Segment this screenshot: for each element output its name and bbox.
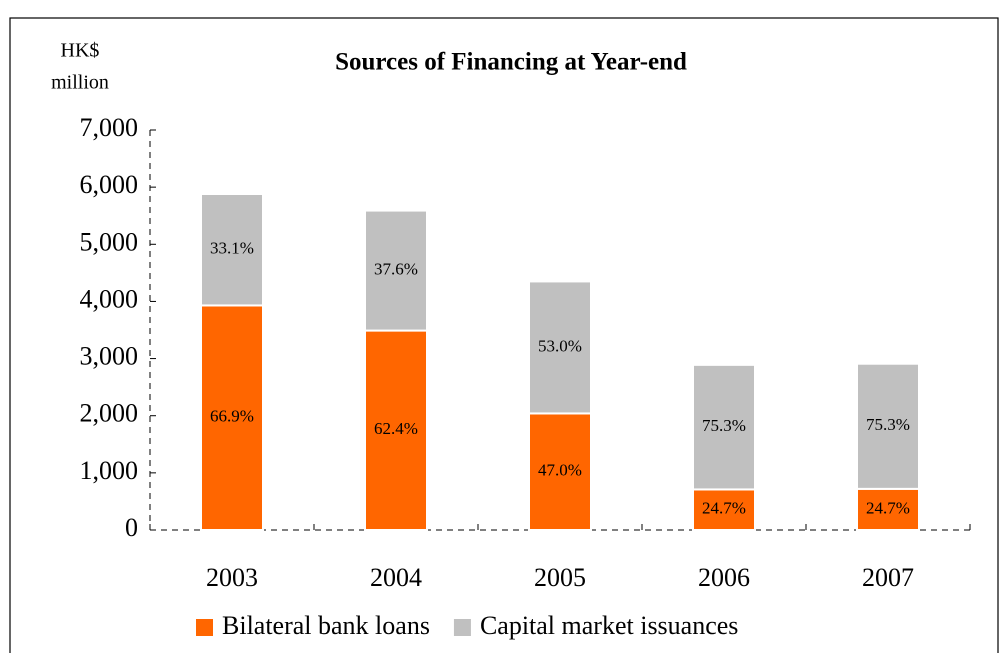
bar-segment <box>856 362 920 490</box>
data-label: 75.3% <box>866 415 910 434</box>
legend-label: Bilateral bank loans <box>222 611 430 640</box>
x-tick-label: 2007 <box>862 563 914 592</box>
legend-swatch <box>453 619 471 636</box>
legend-label: Capital market issuances <box>480 611 738 640</box>
y-axis-label: million <box>51 72 109 94</box>
bar-segment <box>364 329 428 532</box>
y-tick-label: 6,000 <box>80 170 139 199</box>
y-tick-label: 3,000 <box>80 342 139 371</box>
bar-segment <box>528 280 592 415</box>
data-label: 24.7% <box>866 498 910 517</box>
x-tick-label: 2004 <box>370 563 422 592</box>
legend-swatch <box>196 619 213 636</box>
data-label: 37.6% <box>374 259 418 278</box>
y-tick-label: 0 <box>125 513 138 542</box>
y-tick-label: 5,000 <box>80 227 139 256</box>
x-tick-label: 2003 <box>206 563 258 592</box>
chart-title: Sources of Financing at Year-end <box>335 49 687 76</box>
bar-segment <box>692 363 756 491</box>
data-label: 24.7% <box>702 499 746 518</box>
data-label: 75.3% <box>702 416 746 435</box>
data-label: 53.0% <box>538 336 582 355</box>
bar-segment <box>528 412 592 531</box>
frame <box>9 17 999 653</box>
y-axis-label: HK$ <box>61 40 100 62</box>
data-label: 47.0% <box>538 461 582 480</box>
y-tick-label: 7,000 <box>80 113 139 142</box>
y-tick-label: 2,000 <box>80 399 139 428</box>
bar-segment <box>856 487 920 532</box>
data-label: 66.9% <box>210 407 254 426</box>
y-tick-label: 1,000 <box>80 456 139 485</box>
bar-segment <box>200 304 264 531</box>
data-label: 62.4% <box>374 419 418 438</box>
x-tick-label: 2005 <box>534 563 586 592</box>
y-tick-label: 4,000 <box>80 284 139 313</box>
bar-segment <box>364 209 428 332</box>
bar-segment <box>200 193 264 307</box>
data-label: 33.1% <box>210 239 254 258</box>
x-tick-label: 2006 <box>698 563 750 592</box>
